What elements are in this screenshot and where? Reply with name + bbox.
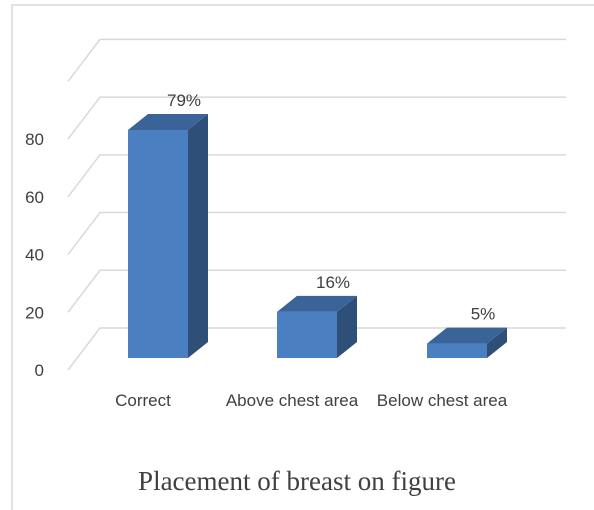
y-tick-label: 80	[25, 130, 44, 149]
grid-line	[67, 211, 566, 256]
bar-side	[337, 295, 357, 358]
grid-line	[67, 327, 566, 371]
grid-line	[67, 269, 566, 313]
grid-line	[67, 38, 566, 82]
frame	[11, 4, 594, 510]
bar-side	[188, 114, 208, 358]
bar	[277, 295, 357, 358]
value-label: 16%	[316, 273, 350, 292]
y-tick-label: 40	[25, 246, 44, 265]
bar	[427, 327, 507, 358]
value-label: 79%	[167, 91, 201, 110]
y-tick-label: 60	[25, 188, 44, 207]
bar-top	[128, 114, 208, 131]
bar-side	[487, 327, 507, 358]
grid-line	[67, 96, 566, 140]
y-tick-label: 0	[35, 361, 44, 380]
x-tick-label: Correct	[115, 391, 171, 410]
bar-top	[427, 327, 507, 344]
value-label: 5%	[471, 305, 496, 324]
x-tick-label: Above chest area	[225, 391, 359, 410]
bar	[128, 114, 208, 358]
x-tick-label: Below chest area	[376, 391, 508, 410]
chart-title: Placement of breast on figure	[138, 466, 456, 496]
bar-top	[277, 295, 357, 312]
y-tick-label: 20	[25, 303, 44, 322]
bar-front	[128, 130, 188, 358]
grid-line	[67, 154, 566, 198]
bar-front	[427, 343, 487, 358]
bar-front	[277, 311, 337, 358]
